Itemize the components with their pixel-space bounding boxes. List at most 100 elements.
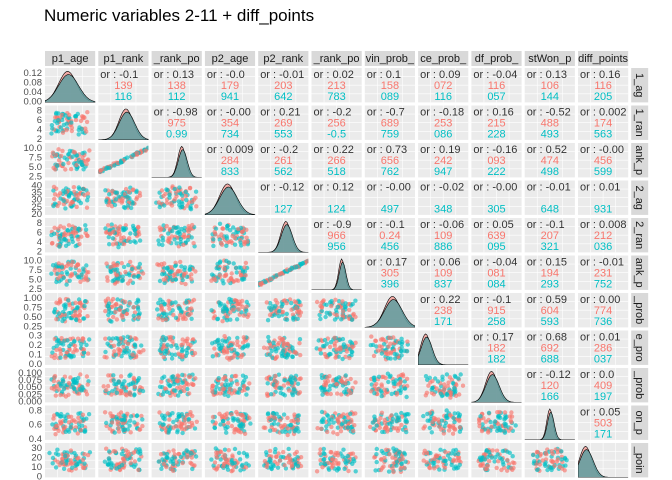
scatter-point	[297, 376, 302, 382]
scatter-point	[167, 192, 172, 197]
scatter-point	[216, 376, 221, 381]
scatter-point	[171, 425, 176, 430]
scatter-point	[179, 426, 185, 431]
scatter-point	[373, 468, 378, 473]
scatter-point	[157, 204, 162, 210]
correlation-group-b: 736	[594, 316, 612, 328]
scatter-point	[103, 188, 108, 193]
scatter-point	[107, 426, 113, 431]
scatter-point	[290, 392, 296, 398]
scatter-point	[221, 376, 226, 382]
scatter-point	[336, 299, 342, 304]
scatter-point	[66, 392, 71, 397]
scatter-point	[133, 231, 138, 237]
scatter-point	[182, 421, 187, 426]
scatter-point	[102, 459, 108, 464]
correlation-group-b: 593	[541, 316, 559, 328]
scatter-point	[244, 452, 249, 457]
scatter-point	[61, 386, 67, 392]
scatter-point	[209, 272, 215, 277]
scatter-point	[242, 378, 247, 383]
scatter-point	[450, 431, 456, 436]
scatter-point	[76, 297, 82, 302]
scatter-point	[133, 354, 139, 360]
scatter-point	[495, 410, 500, 415]
scatter-point	[187, 226, 192, 231]
scatter-point	[220, 278, 225, 283]
correlation-group-a: 109	[434, 230, 452, 242]
scatter-point	[61, 466, 67, 471]
scatter-point	[268, 307, 274, 313]
scatter-point	[118, 160, 124, 165]
scatter-point	[340, 313, 345, 318]
scatter-point	[394, 391, 400, 396]
scatter-point	[239, 463, 245, 469]
scatter-point	[182, 388, 187, 394]
scatter-point	[115, 419, 120, 424]
correlation-group-b: 0.99	[166, 129, 187, 141]
scatter-point	[284, 355, 289, 360]
scatter-point	[84, 162, 89, 167]
scatter-point	[222, 447, 228, 452]
correlation-group-a: 975	[168, 118, 186, 130]
scatter-point	[394, 352, 399, 357]
scatter-point	[59, 341, 64, 346]
panel-content	[314, 446, 358, 474]
scatter-point	[159, 379, 164, 384]
scatter-point	[349, 317, 355, 322]
scatter-point	[134, 336, 139, 342]
scatter-point	[477, 424, 482, 429]
scatter-point	[276, 451, 281, 456]
scatter-point	[121, 241, 127, 247]
scatter-point	[318, 385, 324, 391]
panel-content	[47, 447, 93, 473]
scatter-point	[329, 465, 334, 470]
scatter-point	[66, 298, 71, 303]
scatter-point	[73, 309, 78, 315]
scatter-point	[171, 312, 176, 318]
scatter-point	[225, 314, 230, 319]
scatter-point	[398, 466, 403, 471]
scatter-point	[188, 450, 194, 456]
scatter-point	[80, 151, 85, 156]
density-group-b	[524, 411, 575, 440]
scatter-point	[132, 228, 137, 233]
scatter-point	[352, 423, 357, 428]
scatter-point	[166, 236, 171, 241]
scatter-point	[137, 457, 142, 462]
scatter-point	[278, 390, 283, 396]
scatter-point	[229, 412, 234, 417]
panel-content	[311, 258, 362, 290]
correlation-group-a: 120	[541, 380, 559, 392]
scatter-point	[351, 428, 356, 434]
panel-content	[471, 371, 522, 403]
scatter-point	[61, 202, 67, 207]
correlation-group-b: 563	[594, 129, 612, 141]
correlation-group-b: 171	[594, 429, 612, 441]
scatter-point	[295, 418, 301, 423]
scatter-point	[67, 353, 72, 358]
scatter-point	[126, 262, 131, 268]
scatter-point	[179, 349, 185, 354]
scatter-point	[106, 312, 111, 318]
scatter-point	[189, 235, 194, 240]
correlation-group-b: 127	[274, 204, 292, 216]
scatter-point	[394, 463, 399, 468]
scatter-point	[350, 301, 355, 307]
scatter-point	[326, 413, 331, 419]
panel-content	[210, 373, 252, 399]
scatter-point	[396, 451, 401, 456]
correlation-value: or : -0.1	[367, 219, 405, 231]
panel-9-3	[204, 405, 256, 440]
scatter-point	[212, 460, 218, 465]
scatter-point	[276, 309, 282, 314]
